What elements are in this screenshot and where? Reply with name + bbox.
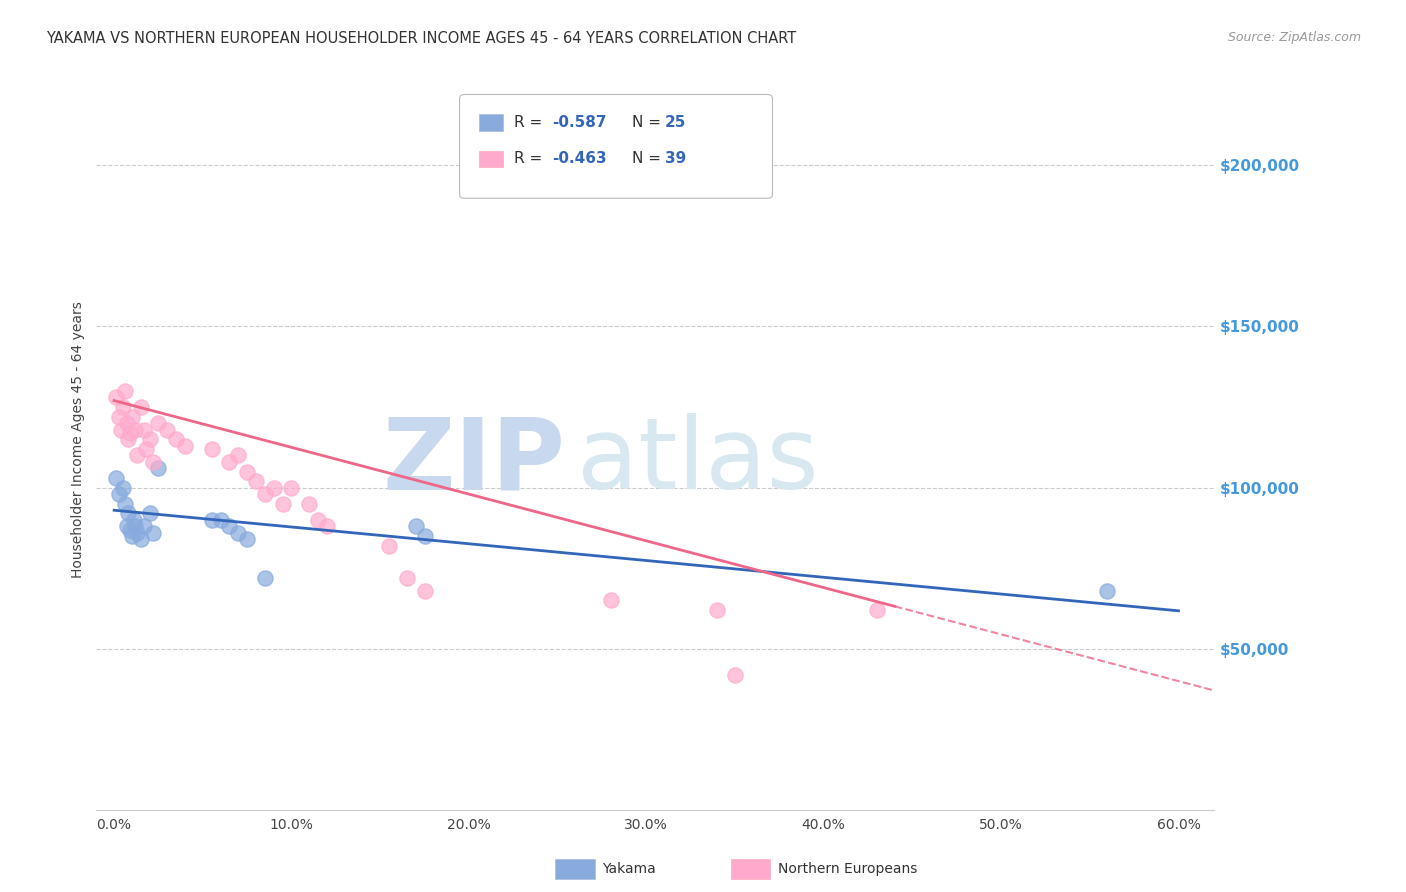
Point (236, 533, 259, 547)
Point (135, 442, 157, 456)
Point (111, 400, 134, 414)
Point (117, 432, 139, 446)
Point (115, 416, 138, 430)
Point (117, 507, 139, 521)
Point (201, 442, 224, 456)
Text: ZIP: ZIP (382, 413, 565, 510)
Point (129, 533, 152, 547)
Point (104, 471, 127, 485)
Point (236, 465, 259, 479)
Point (253, 487, 276, 501)
Point (138, 432, 160, 446)
Point (724, 667, 747, 681)
Point (226, 449, 249, 463)
Text: 25: 25 (665, 115, 686, 130)
Point (120, 425, 142, 440)
Point (122, 513, 145, 527)
Text: R =: R = (515, 152, 547, 167)
Point (121, 409, 143, 424)
Point (405, 519, 427, 533)
Y-axis label: Householder Income Ages 45 - 64 years: Householder Income Ages 45 - 64 years (72, 301, 86, 578)
Point (245, 474, 267, 488)
Point (706, 603, 728, 617)
Point (120, 523, 142, 537)
Text: Source: ZipAtlas.com: Source: ZipAtlas.com (1227, 31, 1361, 45)
Point (148, 416, 170, 430)
Point (395, 571, 418, 585)
FancyBboxPatch shape (460, 95, 772, 198)
Point (378, 539, 401, 553)
Point (165, 432, 187, 446)
Point (124, 423, 146, 437)
Text: R =: R = (515, 115, 547, 130)
Bar (478, 151, 503, 167)
Point (280, 481, 302, 495)
Point (142, 455, 165, 469)
Point (111, 481, 134, 495)
Point (271, 497, 294, 511)
Point (142, 525, 165, 540)
Point (108, 487, 131, 501)
Point (110, 423, 132, 437)
Bar (478, 114, 503, 131)
Text: -0.463: -0.463 (553, 152, 607, 167)
Point (134, 423, 156, 437)
Point (866, 603, 889, 617)
Point (127, 449, 149, 463)
Text: atlas: atlas (576, 413, 818, 510)
Point (104, 390, 127, 404)
Text: Northern Europeans: Northern Europeans (778, 862, 917, 876)
Point (114, 384, 136, 398)
Point (298, 497, 321, 511)
Point (124, 519, 146, 533)
Point (1097, 583, 1119, 598)
Point (174, 439, 197, 453)
Text: Yakama: Yakama (602, 862, 655, 876)
Point (253, 571, 276, 585)
Point (209, 513, 232, 527)
Point (413, 529, 436, 543)
Text: 39: 39 (665, 152, 686, 167)
Point (218, 455, 240, 469)
Text: -0.587: -0.587 (553, 115, 607, 130)
Text: YAKAMA VS NORTHERN EUROPEAN HOUSEHOLDER INCOME AGES 45 - 64 YEARS CORRELATION CH: YAKAMA VS NORTHERN EUROPEAN HOUSEHOLDER … (46, 31, 797, 46)
Point (108, 409, 131, 424)
Text: N =: N = (631, 115, 665, 130)
Point (134, 519, 156, 533)
Point (226, 525, 249, 540)
Point (121, 529, 143, 543)
Point (148, 461, 170, 475)
Point (413, 583, 436, 598)
Point (316, 519, 339, 533)
Point (156, 423, 179, 437)
Point (307, 513, 329, 527)
Point (218, 519, 240, 533)
Point (127, 525, 149, 540)
Point (114, 497, 136, 511)
Point (263, 481, 285, 495)
Point (599, 593, 621, 607)
Point (129, 400, 152, 414)
Point (115, 519, 138, 533)
Point (201, 513, 224, 527)
Point (138, 507, 160, 521)
Text: N =: N = (631, 152, 665, 167)
